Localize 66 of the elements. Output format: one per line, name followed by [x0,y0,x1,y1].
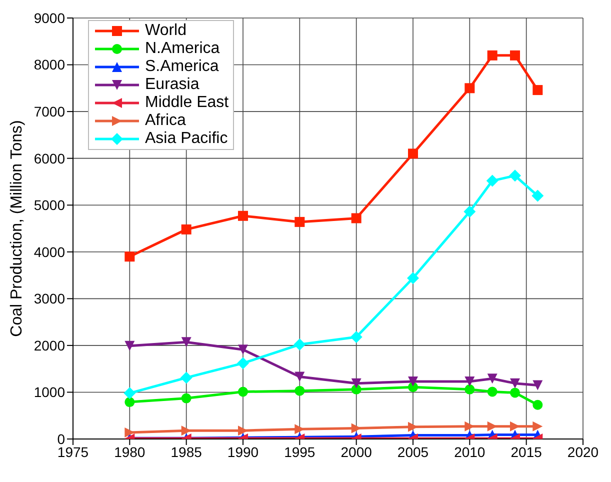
point [238,426,248,436]
point [510,50,520,60]
point [180,372,192,384]
point [532,400,543,410]
point [407,272,419,284]
x-tick-label: 2020 [567,444,599,460]
point [486,174,498,187]
x-tick-label: 1990 [227,444,259,460]
x-tick-label: 2000 [340,444,372,460]
x-tick-label: 1980 [114,444,146,460]
y-tick-label: 7000 [34,104,66,120]
x-tick-label: 2015 [510,444,542,460]
legend-label: N.America [145,40,220,58]
y-axis-title: Coal Production, (Million Tons) [8,120,26,337]
point [124,387,136,400]
point [351,213,362,224]
point [181,224,192,234]
point [532,380,543,390]
point [124,340,135,351]
point [464,83,475,94]
point [532,190,544,202]
y-tick-label: 8000 [34,56,66,73]
point [532,421,543,432]
point [181,393,192,404]
point [237,357,249,370]
point [181,337,192,348]
point [510,378,520,388]
legend-label: Africa [145,112,186,130]
y-tick-label: 6000 [34,150,66,166]
point [294,372,305,382]
legend-label: Eurasia [145,76,200,94]
point [510,388,520,398]
point [351,378,362,388]
point [294,338,306,351]
point [350,331,362,344]
legend-label: S.America [145,58,219,76]
point [238,344,248,355]
point [294,216,305,227]
x-tick-label: 1995 [284,444,316,460]
point [408,148,418,159]
y-tick-label: 3000 [34,290,66,307]
x-tick-label: 2005 [397,444,429,460]
legend-label: World [145,22,186,40]
y-tick-label: 1000 [34,384,66,400]
point [408,376,418,386]
point [294,386,305,396]
point [487,50,498,60]
point [464,376,475,386]
point [532,85,543,96]
point [487,386,498,397]
x-tick-label: 1985 [170,444,202,460]
point [124,397,135,408]
point [487,374,498,384]
point [464,384,475,394]
y-tick-label: 5000 [34,197,66,214]
point [464,206,476,218]
point [509,170,521,182]
legend-label: Middle East [145,94,229,112]
point [238,386,248,397]
y-tick-label: 4000 [34,244,66,260]
x-tick-label: 2010 [454,444,486,460]
y-tick-label: 2000 [34,337,66,354]
legend-label: Asia Pacific [145,130,228,148]
point [238,210,248,221]
point [124,252,135,262]
y-tick-label: 9000 [34,10,66,26]
